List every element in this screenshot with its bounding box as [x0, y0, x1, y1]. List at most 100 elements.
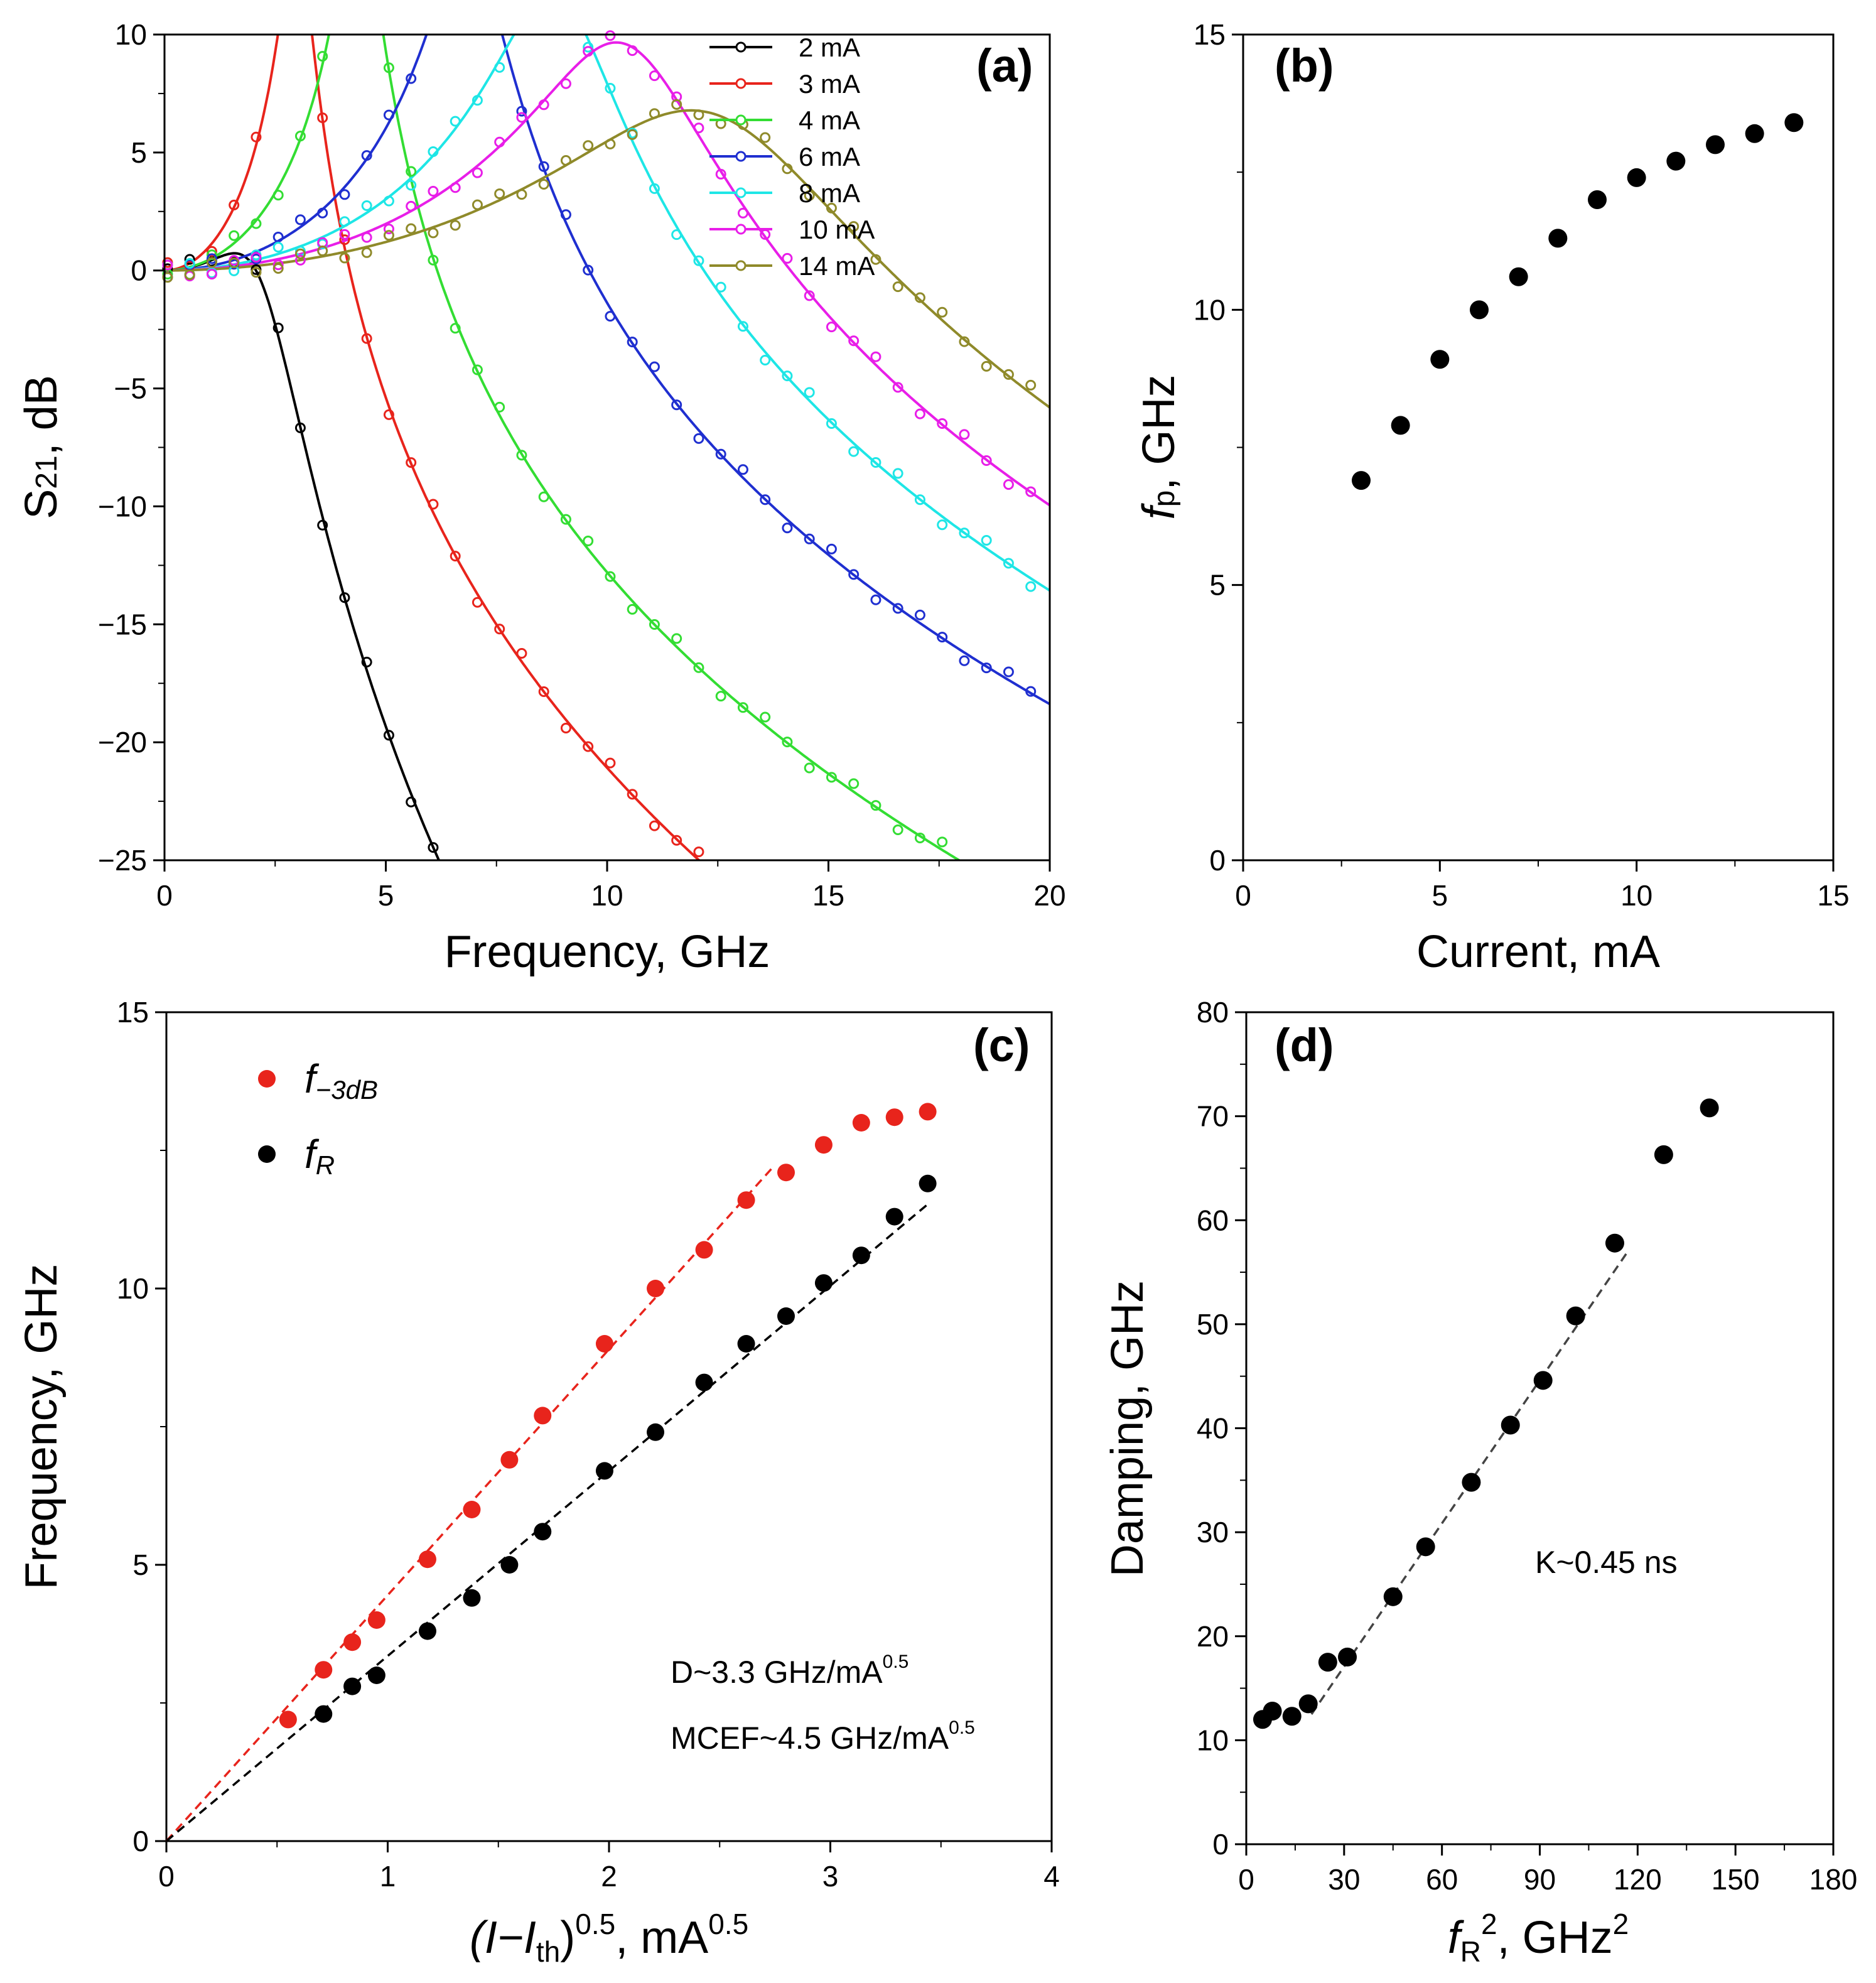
c-axis-ticks: 0 1 2 3 4 15 10 5 0: [117, 996, 1060, 1893]
a-marker-2: [317, 51, 328, 62]
a-marker-2: [472, 364, 483, 376]
a-marker-5: [294, 254, 306, 266]
a-marker-4: [693, 255, 704, 266]
a-y-tick-label: −15: [98, 608, 147, 640]
a-y-tick-label: −20: [98, 726, 147, 759]
b-point: [1588, 190, 1607, 209]
a-marker-1: [627, 789, 638, 800]
b-point: [1352, 471, 1371, 490]
a-marker-3: [516, 105, 527, 117]
d-point: [1605, 1233, 1624, 1253]
a-marker-4: [1025, 581, 1037, 592]
b-point: [1391, 416, 1410, 435]
a-marker-6: [848, 221, 860, 232]
a-marker-6: [1025, 379, 1037, 391]
a-marker-6: [538, 178, 549, 190]
d-data-points: [1253, 1098, 1719, 1729]
a-marker-5: [804, 290, 815, 301]
a-marker-5: [981, 455, 992, 467]
a-marker-0: [428, 842, 439, 853]
a-marker-6: [937, 306, 948, 318]
a-marker-4: [848, 446, 860, 457]
c-point-0: [367, 1611, 385, 1629]
a-marker-1: [538, 686, 549, 697]
d-x-tick-label: 0: [1238, 1863, 1254, 1896]
a-marker-5: [251, 252, 262, 263]
a-legend-label-0: 2 mA: [799, 33, 860, 62]
d-y-tick-label: 60: [1197, 1204, 1229, 1236]
a-marker-2: [560, 514, 571, 525]
a-marker-4: [959, 527, 970, 539]
a-y-tick-label: −5: [114, 372, 147, 405]
c-legend-marker-f3db: [258, 1070, 276, 1088]
a-legend-marker-2: [735, 114, 747, 126]
c-point-0: [315, 1661, 333, 1679]
a-marker-2: [583, 535, 594, 546]
a-marker-3: [848, 569, 860, 580]
a-marker-1: [229, 199, 240, 210]
a-marker-5: [959, 429, 970, 440]
b-y-tick-label: 15: [1194, 18, 1226, 51]
b-x-tick-label: 0: [1235, 879, 1251, 912]
panel-b: 0 5 10 15 15 10 5 0 (b) Current, mA fp, GHz: [1134, 18, 1850, 977]
d-plot-frame: [1245, 1011, 1835, 1845]
a-marker-2: [671, 633, 682, 644]
a-marker-3: [1003, 666, 1014, 678]
c-legend-label-fr: fR: [305, 1132, 335, 1180]
a-legend-marker-5: [735, 224, 747, 235]
c-fit-line-1: [165, 1201, 931, 1842]
a-marker-0: [294, 422, 306, 433]
a-marker-2: [627, 603, 638, 615]
a-marker-3: [1025, 686, 1037, 697]
d-y-tick-label: 70: [1197, 1100, 1229, 1133]
c-legend-marker-fr: [258, 1145, 276, 1163]
a-marker-6: [760, 132, 771, 143]
c-annotation-mcef: MCEF~4.5 GHz/mA0.5: [671, 1717, 975, 1756]
a-marker-0: [406, 796, 417, 808]
d-point: [1383, 1587, 1403, 1606]
a-marker-5: [472, 167, 483, 178]
c-point-0: [418, 1550, 436, 1569]
a-marker-6: [383, 230, 394, 241]
d-y-tick-label: 80: [1197, 996, 1229, 1029]
a-marker-4: [428, 146, 439, 158]
a-curve-5: [164, 41, 1050, 507]
a-marker-3: [538, 161, 549, 172]
a-marker-6: [914, 292, 925, 303]
a-y-tick-label: 0: [131, 254, 147, 287]
a-marker-4: [383, 195, 394, 207]
b-point: [1706, 135, 1725, 154]
a-marker-5: [715, 168, 726, 180]
a-marker-4: [272, 242, 284, 253]
a-marker-1: [605, 757, 616, 769]
a-marker-5: [627, 45, 638, 57]
a-marker-4: [649, 183, 660, 194]
a-marker-6: [361, 247, 372, 258]
a-curve-0: [164, 252, 441, 860]
a-marker-3: [693, 433, 704, 444]
a-marker-3: [959, 655, 970, 666]
a-marker-4: [737, 321, 748, 332]
d-x-tick-label: 60: [1426, 1863, 1458, 1896]
b-y-tick-label: 0: [1209, 844, 1226, 877]
a-marker-5: [538, 99, 549, 111]
a-marker-2: [870, 800, 881, 811]
a-marker-5: [162, 259, 173, 271]
b-panel-label: (b): [1275, 40, 1334, 92]
a-marker-6: [605, 138, 616, 149]
a-marker-6: [516, 189, 527, 200]
a-marker-4: [671, 229, 682, 240]
c-point-1: [885, 1208, 903, 1226]
d-y-tick-label: 30: [1197, 1516, 1229, 1548]
a-marker-4: [605, 83, 616, 94]
a-marker-3: [715, 448, 726, 460]
b-point: [1627, 168, 1646, 187]
a-marker-6: [406, 223, 417, 234]
d-panel-label: (d): [1275, 1019, 1334, 1071]
c-point-1: [534, 1523, 552, 1541]
a-marker-4: [892, 468, 903, 479]
a-legend-label-3: 6 mA: [799, 142, 860, 171]
a-x-tick-label: 20: [1033, 879, 1065, 912]
b-x-tick-label: 5: [1432, 879, 1448, 912]
c-annotation-d: D~3.3 GHz/mA0.5: [671, 1651, 908, 1690]
